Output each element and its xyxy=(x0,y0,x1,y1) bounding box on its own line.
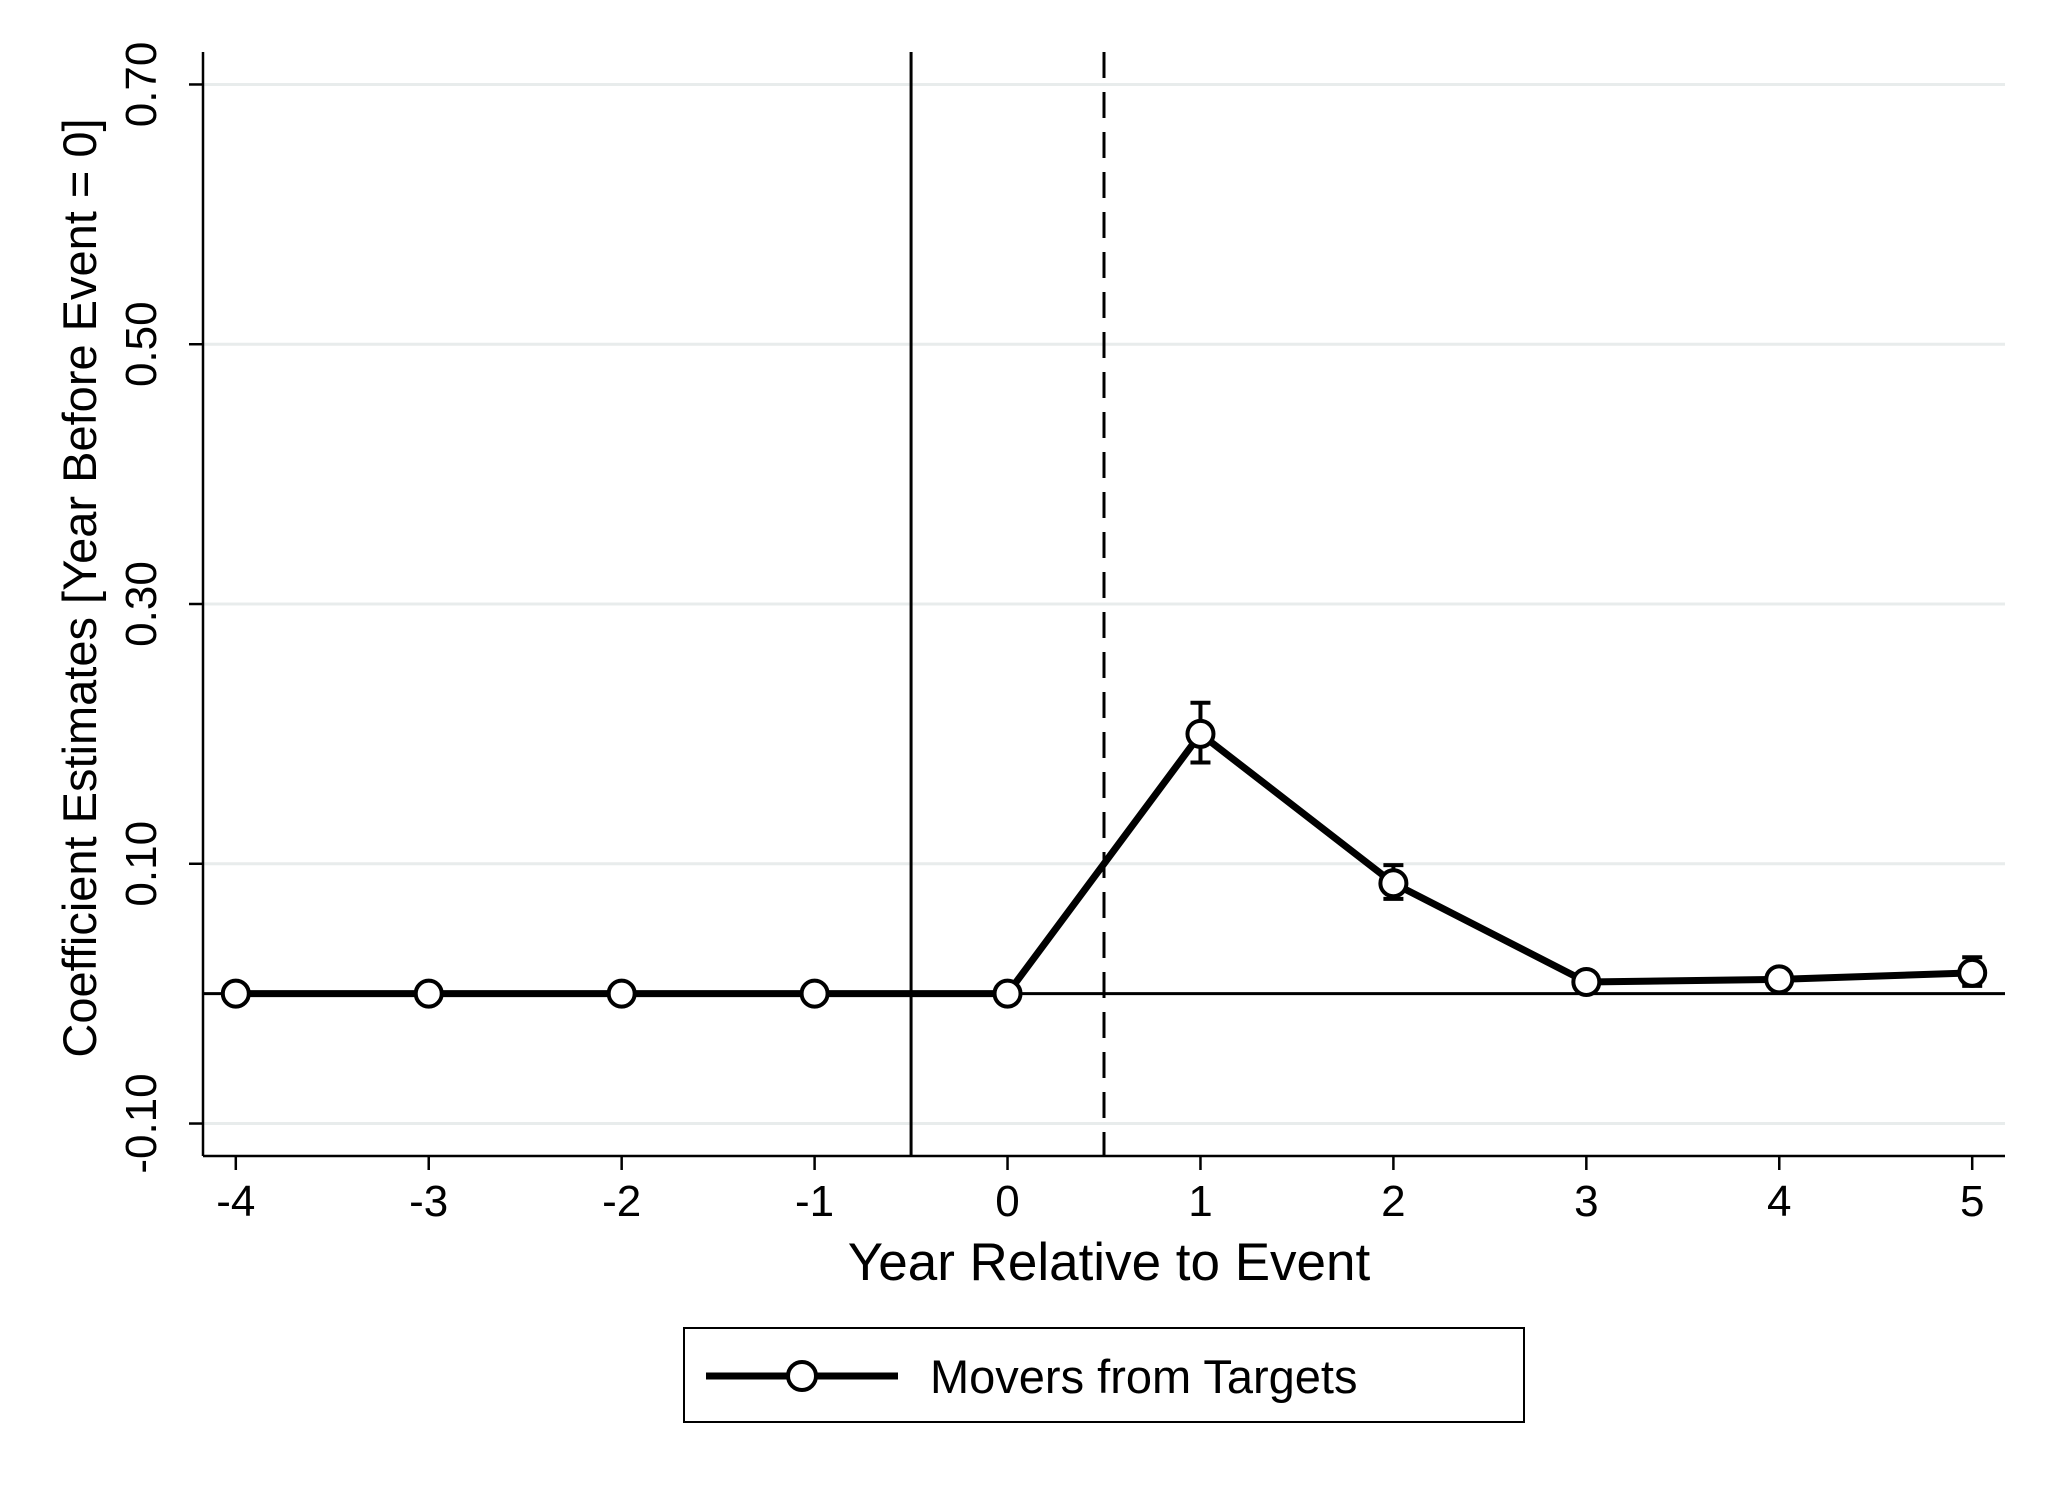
legend: Movers from Targets xyxy=(683,1327,1525,1423)
y-tick-label: -0.10 xyxy=(117,1073,166,1173)
data-point xyxy=(799,978,830,1009)
x-tick-label: 2 xyxy=(1381,1177,1405,1226)
data-point xyxy=(1571,966,1602,997)
y-tick-label: 0.70 xyxy=(117,42,166,128)
x-tick-label: 5 xyxy=(1960,1177,1984,1226)
data-point xyxy=(606,978,637,1009)
legend-marker xyxy=(786,1360,818,1392)
data-point xyxy=(1378,868,1409,899)
y-tick-label: 0.50 xyxy=(117,301,166,387)
y-axis-label: Coefficient Estimates [Year Before Event… xyxy=(53,118,106,1057)
x-tick-label: -4 xyxy=(216,1177,255,1226)
y-tick-label: 0.10 xyxy=(117,821,166,907)
data-point xyxy=(1185,718,1216,749)
x-tick-label: 4 xyxy=(1767,1177,1791,1226)
x-tick-label: 0 xyxy=(995,1177,1019,1226)
x-axis-label: Year Relative to Event xyxy=(848,1233,1371,1292)
data-point xyxy=(413,978,444,1009)
series-line xyxy=(235,730,1973,998)
x-tick-label: -1 xyxy=(795,1177,834,1226)
x-tick-label: -3 xyxy=(409,1177,448,1226)
data-point xyxy=(220,978,251,1009)
data-point xyxy=(1764,964,1795,995)
legend-label: Movers from Targets xyxy=(930,1350,1357,1403)
y-axis-ticks: -0.10 0.10 0.30 0.50 0.70 xyxy=(117,42,203,1174)
x-axis-ticks: -4 -3 -2 -1 0 1 2 3 4 5 xyxy=(216,1156,1984,1226)
data-point xyxy=(1957,957,1988,988)
data-point xyxy=(992,978,1023,1009)
y-tick-label: 0.30 xyxy=(117,561,166,647)
series xyxy=(220,700,1988,1009)
x-tick-label: 3 xyxy=(1574,1177,1598,1226)
x-tick-label: 1 xyxy=(1188,1177,1212,1226)
x-tick-label: -2 xyxy=(602,1177,641,1226)
